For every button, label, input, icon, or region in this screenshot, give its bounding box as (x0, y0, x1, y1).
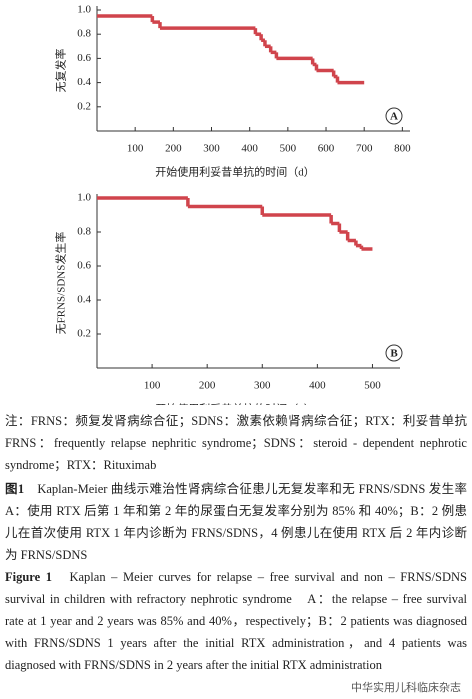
x-tick-label: 100 (127, 143, 144, 155)
x-tick-label: 300 (203, 143, 220, 155)
x-tick-label: 500 (364, 380, 381, 392)
y-tick-label: 0.4 (77, 294, 91, 306)
x-tick-label: 400 (309, 380, 326, 392)
panel-badge (385, 107, 403, 125)
y-axis-label: 无FRNS/SDNS发生率 (54, 232, 68, 335)
panel-badge (385, 344, 403, 362)
notes: 注：FRNS：频复发肾病综合征；SDNS：激素依赖肾病综合征；RTX：利妥昔单抗… (5, 414, 472, 472)
x-tick-label: 200 (199, 380, 216, 392)
x-axis-label: 开始使用利妥昔单抗的时间（d） (155, 165, 315, 179)
figure-label: 图1 (5, 482, 25, 496)
x-tick-label: 100 (144, 380, 161, 392)
y-axis-label: 无复发率 (54, 49, 68, 93)
caption-zh-block: 图1 Kaplan-Meier 曲线示难治性肾病综合征患儿无复发率和无 FRNS… (5, 478, 472, 566)
panel-label: B (390, 348, 398, 360)
x-tick-label: 700 (356, 143, 373, 155)
panel-label: A (390, 111, 398, 123)
y-tick-label: 0.6 (77, 52, 91, 64)
y-tick-label: 0.2 (77, 328, 91, 340)
y-tick-label: 1.0 (77, 4, 91, 16)
y-tick-label: 0.6 (77, 260, 91, 272)
figure: 0.2 0.4 0.6 0.8 1.0 100 200 300 400 500 600 700 800 开… (54, 4, 412, 416)
y-tick-label: 0.2 (77, 100, 91, 112)
figure-label: Figure 1 (5, 570, 53, 584)
x-tick-label: 600 (318, 143, 335, 155)
x-axis-label: 开始使用利妥昔单抗的时间（d） (155, 402, 315, 405)
y-tick-label: 1.0 (77, 192, 91, 204)
x-tick-label: 400 (241, 143, 258, 155)
x-tick-label: 800 (394, 143, 411, 155)
caption: Kaplan-Meier 曲线示难治性肾病综合征患儿无复发率和无 FRNS/SD… (5, 482, 472, 562)
y-tick-label: 0.8 (77, 226, 91, 238)
x-tick-label: 500 (280, 143, 297, 155)
y-tick-label: 0.4 (77, 76, 91, 88)
watermark: 中华实用儿科临床杂志 (348, 679, 464, 695)
caption-en-block: Figure 1 Kaplan – Meier curves for relap… (5, 566, 467, 676)
y-tick-label: 0.8 (77, 28, 91, 40)
caption: Kaplan – Meier curves for relapse – free… (5, 570, 467, 672)
x-tick-label: 200 (165, 143, 182, 155)
x-tick-label: 300 (254, 380, 271, 392)
